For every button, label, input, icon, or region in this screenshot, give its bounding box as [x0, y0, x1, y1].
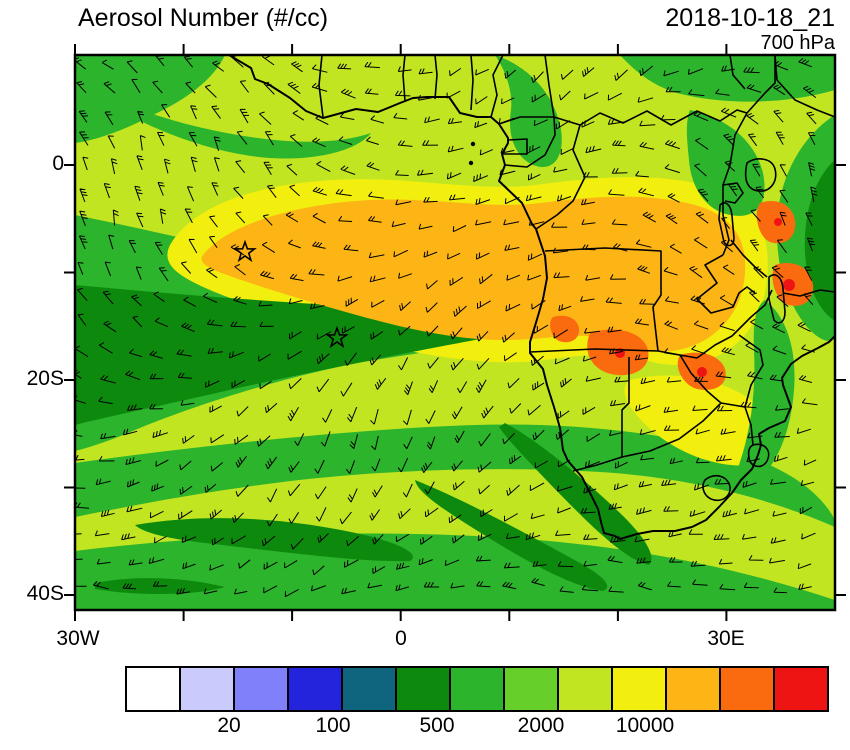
- figure-datetime: 2018-10-18_21: [665, 4, 835, 32]
- x-tick-label-30e: 30E: [707, 627, 745, 650]
- colorbar-tick-label: 20: [217, 714, 241, 737]
- colorbar-box: [397, 668, 451, 710]
- colorbar-tick-label: 2000: [517, 714, 565, 737]
- map-frame: [73, 53, 837, 612]
- colorbar-box: [505, 668, 559, 710]
- star-markers: [233, 239, 349, 349]
- aerosol-dark-green-streaks: [95, 423, 652, 595]
- colorbar-box: [181, 668, 235, 710]
- colorbar-box: [775, 668, 827, 710]
- aerosol-orange-plume-core: [201, 196, 746, 352]
- colorbar-box: [613, 668, 667, 710]
- africa-coastline: [228, 55, 835, 540]
- colorbar-box: [235, 668, 289, 710]
- colorbar-box: [667, 668, 721, 710]
- y-tick-label-40s: 40S: [26, 582, 64, 605]
- axis-ticks: [64, 44, 846, 621]
- colorbar-tick-label: 500: [419, 714, 455, 737]
- colorbar-box: [559, 668, 613, 710]
- star-marker: [233, 239, 257, 263]
- y-tick-label-0: 0: [52, 152, 64, 175]
- colorbar-box: [127, 668, 181, 710]
- colorbar-box: [343, 668, 397, 710]
- pressure-level-label: 700 hPa: [760, 32, 835, 54]
- colorbar-tick-label: 100: [315, 714, 351, 737]
- country-borders: [318, 55, 835, 502]
- star-marker: [325, 325, 349, 349]
- colorbar-box: [289, 668, 343, 710]
- figure-title: Aerosol Number (#/cc): [78, 4, 329, 32]
- map-plot: [64, 44, 846, 621]
- colorbar: [125, 666, 829, 712]
- x-tick-label-30w: 30W: [56, 627, 100, 650]
- island-dots: [468, 141, 476, 166]
- colorbar-box: [721, 668, 775, 710]
- colorbar-box: [451, 668, 505, 710]
- colorbar-tick-label: 10000: [615, 714, 675, 737]
- x-tick-label-0: 0: [395, 627, 407, 650]
- y-tick-label-20s: 20S: [26, 367, 64, 390]
